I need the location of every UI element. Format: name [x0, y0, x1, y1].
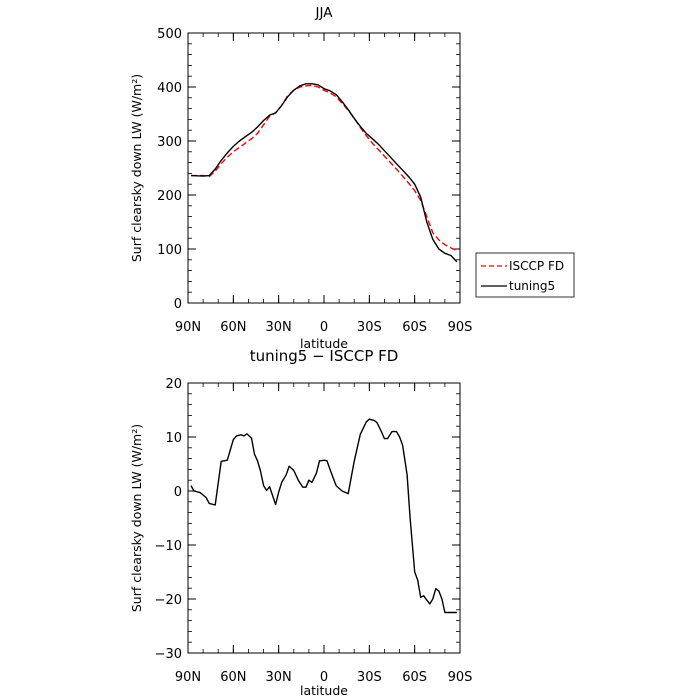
x-axis-label-jja: latitude: [300, 336, 348, 351]
chart-jja: JJA 0 100 200 300 400 500 90N 60N 30N 0 30S 60S 90S…: [129, 5, 575, 351]
ticks-difference: [187, 382, 461, 654]
chart-difference: tuning5 − ISCCP FD −30 −20 −10 0 10 20 90N 60N…: [129, 347, 472, 698]
y-tick-label: −30: [155, 647, 182, 662]
plot-frame-jja: [187, 32, 461, 304]
y-tick-label: 10: [165, 431, 182, 446]
y-tick-label: −10: [155, 539, 182, 554]
x-tick-label: 30S: [357, 670, 382, 685]
x-tick-label: 60S: [402, 670, 427, 685]
y-tick-label: 100: [157, 243, 182, 258]
y-tick-labels-jja: 0 100 200 300 400 500: [157, 27, 182, 312]
x-tick-label: 60N: [220, 670, 246, 685]
legend: ISCCP FD tuning5: [475, 252, 575, 298]
series-difference: [190, 418, 457, 614]
y-tick-label: 20: [165, 377, 182, 392]
y-axis-label-jja: Surf clearsky down LW (W/m²): [129, 74, 144, 262]
x-tick-label: 90N: [175, 670, 201, 685]
legend-label-isccp: ISCCP FD: [509, 259, 564, 273]
legend-label-tuning5: tuning5: [509, 279, 555, 293]
x-tick-label: 90S: [448, 670, 473, 685]
x-tick-label: 0: [320, 670, 328, 685]
y-tick-label: 200: [157, 189, 182, 204]
x-tick-labels-jja: 90N 60N 30N 0 30S 60S 90S: [175, 320, 473, 335]
x-tick-label: 30N: [266, 670, 292, 685]
series-line-difference: [190, 418, 457, 614]
y-tick-label: 0: [174, 297, 182, 312]
y-tick-label: 0: [174, 485, 182, 500]
x-tick-label: 60S: [402, 320, 427, 335]
x-tick-label: 0: [320, 320, 328, 335]
x-tick-label: 60N: [220, 320, 246, 335]
y-axis-label-difference: Surf clearsky down LW (W/m²): [129, 424, 144, 612]
x-tick-label: 30S: [357, 320, 382, 335]
series-line-isccp-fd: [191, 84, 458, 252]
y-tick-label: 500: [157, 27, 182, 42]
series-jja: [190, 83, 458, 263]
y-tick-labels-difference: −30 −20 −10 0 10 20: [155, 377, 182, 662]
y-tick-label: 400: [157, 81, 182, 96]
x-tick-label: 30N: [266, 320, 292, 335]
chart-title-difference: tuning5 − ISCCP FD: [250, 347, 399, 365]
x-tick-labels-difference: 90N 60N 30N 0 30S 60S 90S: [175, 670, 473, 685]
x-tick-label: 90N: [175, 320, 201, 335]
y-tick-label: 300: [157, 135, 182, 150]
x-tick-label: 90S: [448, 320, 473, 335]
series-line-tuning5: [190, 83, 458, 263]
plot-frame-difference: [187, 382, 461, 654]
legend-box: [475, 252, 575, 298]
y-tick-label: −20: [155, 593, 182, 608]
x-axis-label-difference: latitude: [300, 683, 348, 698]
ticks-jja: [187, 32, 461, 304]
chart-title-jja: JJA: [315, 5, 334, 21]
